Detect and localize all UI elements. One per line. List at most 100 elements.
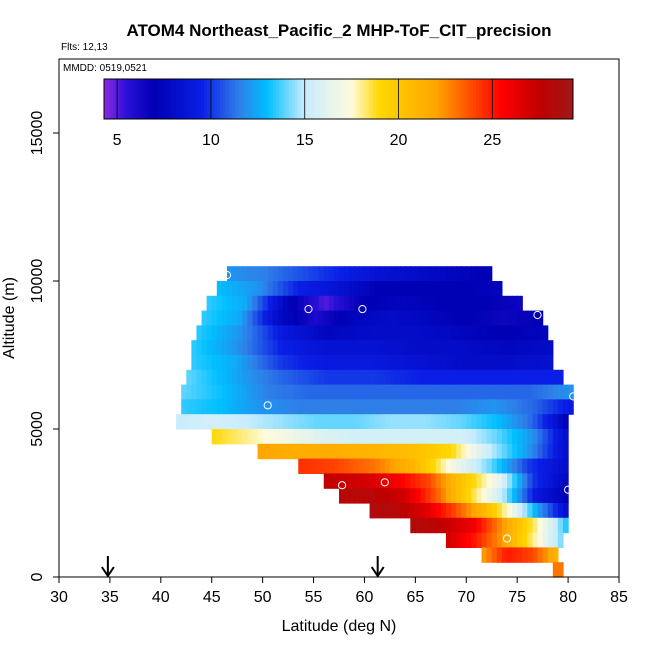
heatmap-cell <box>344 458 350 474</box>
heatmap-cell <box>181 384 187 400</box>
colorbar-swatch <box>394 79 399 119</box>
heatmap-cell <box>262 266 269 282</box>
heatmap-cell <box>522 325 528 341</box>
heatmap-cell <box>216 369 223 386</box>
heatmap-cell <box>405 340 411 356</box>
heatmap-cell <box>395 429 401 445</box>
heatmap-cell <box>328 443 335 460</box>
heatmap-cell <box>384 399 391 415</box>
heatmap-cell <box>328 429 335 445</box>
colorbar-swatch <box>372 79 377 119</box>
heatmap-cell <box>476 488 483 504</box>
heatmap-cell <box>303 369 310 386</box>
heatmap-cell <box>369 399 376 415</box>
heatmap-cell <box>496 325 503 341</box>
heatmap-cell <box>542 399 549 415</box>
heatmap-cell <box>262 369 269 386</box>
heatmap-cell <box>537 443 544 460</box>
colorbar-swatch <box>426 79 430 119</box>
heatmap-cell <box>369 488 376 504</box>
heatmap-cell <box>227 384 233 400</box>
heatmap-cell <box>486 517 493 534</box>
heatmap-cell <box>344 399 350 415</box>
colorbar-swatch <box>422 79 427 119</box>
heatmap-cell <box>491 547 498 563</box>
heatmap-cell <box>527 414 534 430</box>
x-tick-label: 60 <box>356 589 374 606</box>
heatmap-cell <box>420 295 427 312</box>
heatmap-cell <box>221 310 228 326</box>
heatmap-cell <box>379 414 386 430</box>
heatmap-cell <box>313 369 320 386</box>
heatmap-cell <box>512 488 518 504</box>
heatmap-cell <box>557 488 564 504</box>
heatmap-cell <box>206 399 213 415</box>
colorbar-swatch <box>247 79 252 119</box>
heatmap-cell <box>364 458 371 474</box>
heatmap-cell <box>557 458 564 474</box>
heatmap-cell <box>527 503 534 519</box>
heatmap-cell <box>364 369 371 386</box>
heatmap-cell <box>507 517 513 534</box>
heatmap-cell <box>262 384 269 400</box>
heatmap-cell <box>267 281 274 297</box>
heatmap-cell <box>277 414 284 430</box>
heatmap-cell <box>466 281 472 297</box>
heatmap-cell <box>466 369 472 386</box>
heatmap-cell <box>257 369 264 386</box>
heatmap-cell <box>364 281 371 297</box>
colorbar-swatch <box>557 79 561 119</box>
heatmap-cell <box>293 355 299 371</box>
heatmap-cell <box>328 399 335 415</box>
heatmap-cell <box>415 369 422 386</box>
heatmap-cell <box>252 384 259 400</box>
heatmap-cell <box>206 384 213 400</box>
heatmap-cell <box>303 310 310 326</box>
heatmap-cell <box>323 443 330 460</box>
heatmap-cell <box>461 295 467 312</box>
heatmap-cell <box>308 384 315 400</box>
heatmap-cell <box>557 429 564 445</box>
heatmap-cell <box>232 399 238 415</box>
heatmap-cell <box>507 429 513 445</box>
heatmap-cell <box>323 414 330 430</box>
heatmap-cell <box>232 355 238 371</box>
heatmap-cell <box>466 310 472 326</box>
heatmap-cell <box>496 399 503 415</box>
heatmap-cell <box>440 310 447 326</box>
heatmap-cell <box>267 295 274 312</box>
heatmap-cell <box>303 266 310 282</box>
heatmap-cell <box>262 443 269 460</box>
colorbar-swatch <box>444 79 449 119</box>
heatmap-cell <box>476 369 483 386</box>
heatmap-cell <box>257 310 264 326</box>
heatmap-cell <box>445 355 452 371</box>
heatmap-cell <box>501 355 508 371</box>
heatmap-cell <box>237 266 243 282</box>
heatmap-cell <box>547 414 554 430</box>
heatmap-cell <box>507 503 513 519</box>
heatmap-cell <box>232 384 238 400</box>
heatmap-cell <box>339 473 345 489</box>
heatmap-cell <box>262 414 269 430</box>
heatmap-cell <box>552 532 559 548</box>
heatmap-cell <box>262 429 269 445</box>
heatmap-cell <box>344 281 350 297</box>
colorbar-swatch <box>469 79 474 119</box>
colorbar-swatch <box>213 79 218 119</box>
heatmap-cell <box>466 355 472 371</box>
heatmap-cell <box>283 369 289 386</box>
heatmap-cell <box>257 355 264 371</box>
heatmap-cell <box>349 414 355 430</box>
heatmap-cell <box>471 429 478 445</box>
colorbar-swatch <box>125 79 130 119</box>
heatmap-cell <box>242 399 248 415</box>
heatmap-cell <box>552 517 559 534</box>
heatmap-cell <box>298 355 304 371</box>
heatmap-cell <box>374 281 381 297</box>
heatmap-cell <box>435 310 442 326</box>
heatmap-cell <box>435 384 442 400</box>
heatmap-cell <box>507 414 513 430</box>
x-axis: 30 35 40 45 50 55 60 65 70 75 80 85 <box>50 577 628 606</box>
heatmap-cell <box>242 340 248 356</box>
